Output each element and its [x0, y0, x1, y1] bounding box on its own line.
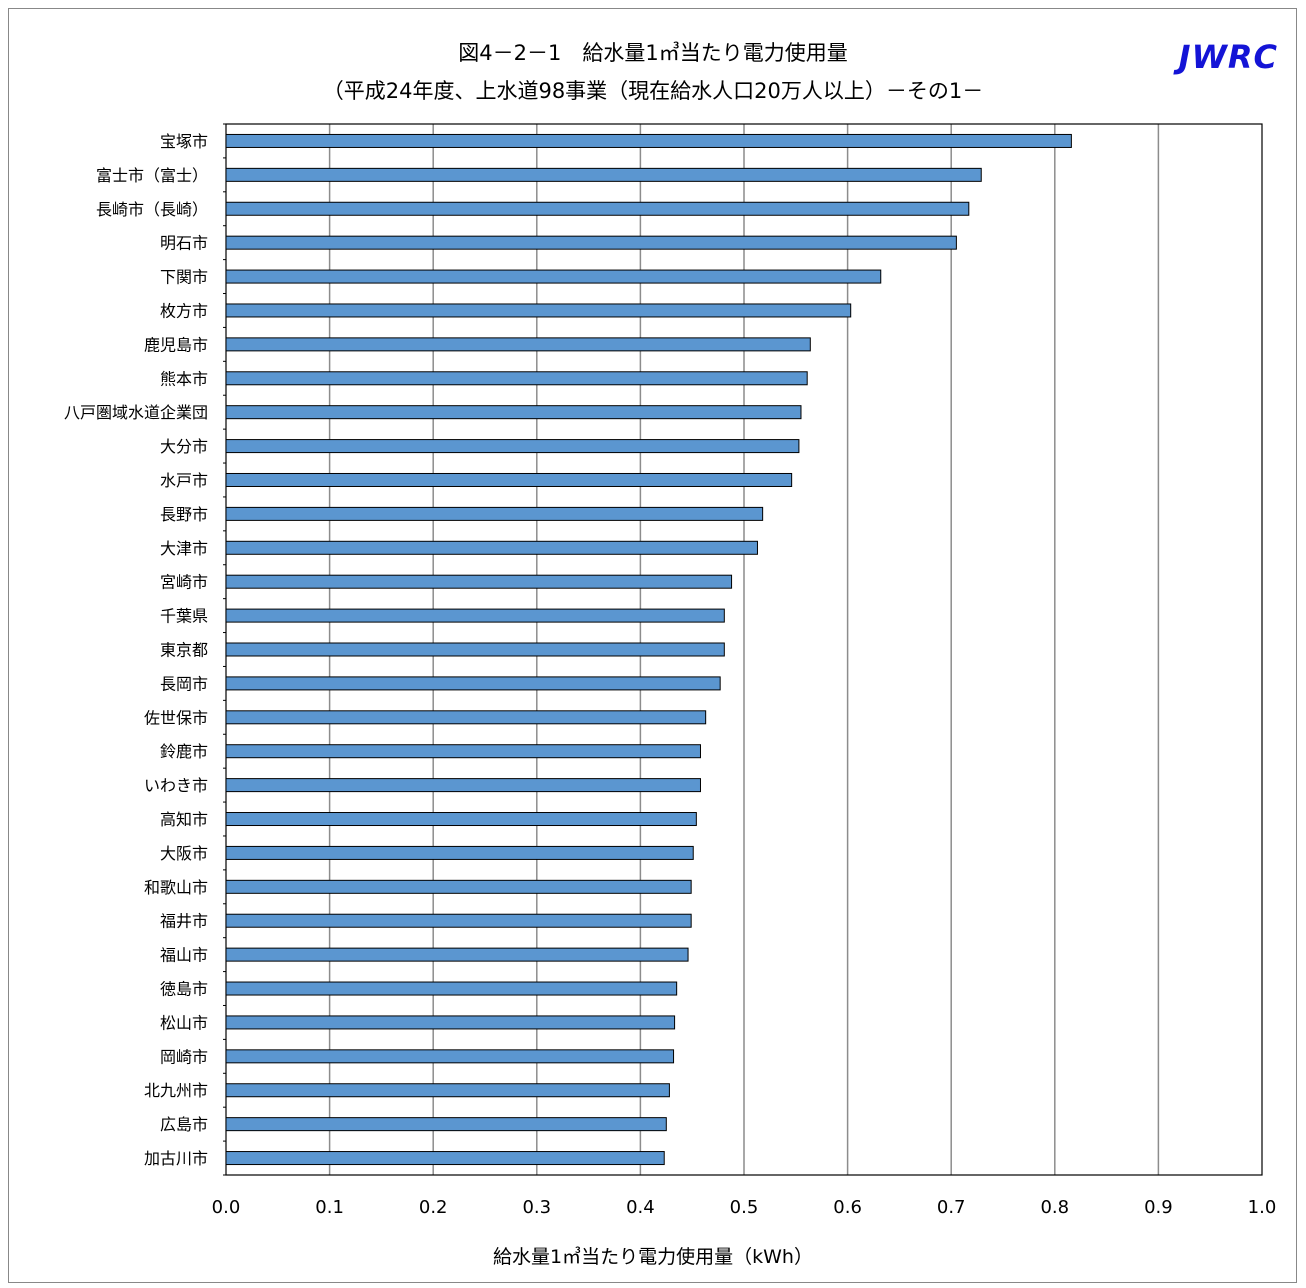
bar	[225, 608, 725, 623]
bar	[225, 1151, 665, 1166]
bar	[225, 472, 793, 487]
category-label: 長野市	[160, 505, 208, 524]
category-label: 千葉県	[160, 607, 208, 626]
bar	[225, 506, 764, 521]
x-tick-label: 0.8	[1040, 1197, 1069, 1218]
category-label: 福山市	[160, 946, 208, 965]
chart-title: 図4－2－1 給水量1㎥当たり電力使用量	[458, 41, 848, 65]
x-tick-label: 0.7	[937, 1197, 966, 1218]
bar	[225, 710, 707, 725]
category-label: 北九州市	[144, 1081, 208, 1100]
category-label: 徳島市	[160, 980, 208, 999]
bar	[225, 947, 689, 962]
x-tick-label: 0.9	[1144, 1197, 1173, 1218]
bar	[225, 574, 733, 589]
category-label: 八戸圏域水道企業団	[64, 403, 208, 422]
x-tick-label: 0.4	[626, 1197, 655, 1218]
bar	[225, 540, 758, 555]
bar	[225, 337, 811, 352]
bar	[225, 303, 852, 318]
bar	[225, 1083, 670, 1098]
x-tick-label: 0.1	[315, 1197, 344, 1218]
bar	[225, 845, 694, 860]
x-tick-label: 1.0	[1248, 1197, 1277, 1218]
category-label: 広島市	[160, 1115, 208, 1134]
x-tick-label: 0.5	[730, 1197, 759, 1218]
bar	[225, 269, 882, 284]
bar	[225, 913, 692, 928]
category-label: 富士市（富士）	[96, 166, 208, 185]
category-label: 高知市	[160, 810, 208, 829]
category-label: 加古川市	[144, 1149, 208, 1168]
bar	[225, 167, 982, 182]
category-label: 鹿児島市	[144, 335, 208, 354]
x-tick-label: 0.3	[522, 1197, 551, 1218]
category-label: 松山市	[160, 1013, 208, 1032]
bar	[225, 981, 678, 996]
bar	[225, 201, 970, 216]
category-label: 長崎市（長崎）	[96, 200, 208, 219]
category-label: 大分市	[160, 437, 208, 456]
bar	[225, 676, 721, 691]
category-label: いわき市	[144, 776, 208, 795]
bar	[225, 235, 957, 250]
x-tick-label: 0.0	[212, 1197, 241, 1218]
bar	[225, 439, 800, 454]
bar	[225, 642, 725, 657]
brand-logo: JWRC	[1178, 38, 1278, 76]
x-tick-label: 0.2	[419, 1197, 448, 1218]
category-label: 佐世保市	[144, 708, 208, 727]
category-label: 宝塚市	[160, 132, 208, 151]
bar	[225, 405, 802, 420]
category-label: 大阪市	[160, 844, 208, 863]
x-tick-label: 0.6	[833, 1197, 862, 1218]
bar	[225, 778, 701, 793]
category-label: 長岡市	[160, 674, 208, 693]
category-label: 大津市	[160, 539, 208, 558]
bar	[225, 812, 697, 827]
category-label: 宮崎市	[160, 573, 208, 592]
category-label: 明石市	[160, 234, 208, 253]
x-axis-label: 給水量1㎥当たり電力使用量（kWh）	[493, 1246, 813, 1268]
bar	[225, 1049, 675, 1064]
category-label: 岡崎市	[160, 1047, 208, 1066]
chart-subtitle: （平成24年度、上水道98事業（現在給水人口20万人以上）－その1－	[322, 79, 984, 103]
bar	[225, 1015, 676, 1030]
bar	[225, 371, 808, 386]
bar	[225, 1117, 667, 1132]
category-label: 鈴鹿市	[160, 742, 208, 761]
bar	[225, 744, 701, 759]
category-label: 枚方市	[160, 301, 208, 320]
category-label: 熊本市	[160, 369, 208, 388]
category-label: 水戸市	[160, 471, 208, 490]
bar	[225, 879, 692, 894]
category-label: 東京都	[160, 641, 208, 660]
category-label: 和歌山市	[144, 878, 208, 897]
bar	[225, 133, 1072, 148]
category-label: 福井市	[160, 912, 208, 931]
category-label: 下関市	[160, 268, 208, 287]
